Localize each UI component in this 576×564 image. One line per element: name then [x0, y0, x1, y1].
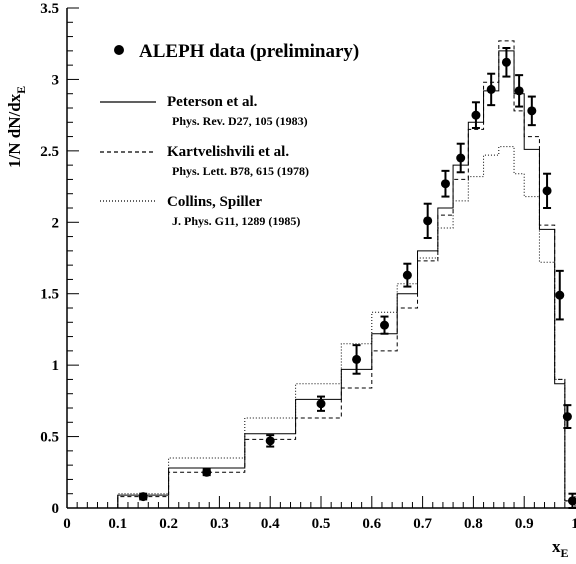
legend: ALEPH data (preliminary) Peterson et al.… [100, 41, 359, 228]
legend-citation-kartvelishvili: Phys. Lett. B78, 615 (1978) [172, 164, 309, 178]
data-point [456, 154, 465, 163]
data-point [527, 106, 536, 115]
legend-label-kartvelishvili: Kartvelishvili et al. [167, 144, 289, 160]
data-point [380, 321, 389, 330]
data-point [423, 216, 432, 225]
legend-label-peterson: Peterson et al. [167, 94, 258, 110]
y-tick-labels: 0 0.5 1 1.5 2 2.5 3 3.5 [40, 1, 59, 517]
data-point [441, 179, 450, 188]
data-point [317, 399, 326, 408]
y-axis-title-sub: E [14, 86, 28, 94]
x-tick-label: 0.6 [362, 516, 381, 532]
legend-citation-collins: J. Phys. G11, 1289 (1985) [172, 214, 300, 228]
data-point [543, 186, 552, 195]
y-tick-label: 2.5 [40, 144, 59, 160]
data-point [266, 436, 275, 445]
x-tick-label: 0.7 [413, 516, 432, 532]
legend-data-marker [114, 45, 124, 55]
data-point [352, 355, 361, 364]
y-tick-label: 3 [52, 72, 60, 88]
data-point [487, 85, 496, 94]
data-point [139, 492, 148, 501]
y-axis-title-main: 1/N dN/dx [5, 93, 24, 168]
y-tick-label: 1 [52, 358, 60, 374]
legend-data-label: ALEPH data (preliminary) [139, 41, 359, 62]
x-tick-label: 1 [571, 516, 576, 532]
y-tick-label: 0 [52, 501, 60, 517]
y-tick-label: 2 [52, 215, 60, 231]
x-tick-labels: 0 0.1 0.2 0.3 0.4 0.5 0.6 0.7 0.8 0.9 1 [63, 516, 576, 532]
data-point [403, 271, 412, 280]
y-tick-label: 0.5 [40, 430, 59, 446]
data-point [515, 86, 524, 95]
data-point [202, 468, 211, 477]
data-point [502, 58, 511, 67]
x-tick-label: 0.9 [515, 516, 534, 532]
legend-citation-peterson: Phys. Rev. D27, 105 (1983) [172, 114, 308, 128]
model-curves [118, 41, 575, 508]
legend-label-collins: Collins, Spiller [167, 194, 262, 210]
x-axis-title: xE [552, 537, 569, 560]
y-tick-label: 3.5 [40, 1, 59, 17]
x-tick-label: 0.5 [312, 516, 331, 532]
x-axis-title-sub: E [561, 546, 569, 560]
data-point [471, 111, 480, 120]
data-point [568, 496, 576, 505]
y-axis-title: 1/N dN/dxE [5, 86, 28, 168]
x-axis-title-text: xE [552, 537, 569, 560]
x-tick-label: 0.3 [210, 516, 229, 532]
y-tick-label: 1.5 [40, 287, 59, 303]
x-tick-label: 0.8 [464, 516, 483, 532]
x-tick-label: 0.1 [108, 516, 127, 532]
data-point [563, 412, 572, 421]
series-curve-1 [118, 41, 575, 508]
x-tick-label: 0.4 [261, 516, 280, 532]
y-axis-title-text: 1/N dN/dxE [5, 86, 28, 168]
data-point [555, 291, 564, 300]
x-tick-label: 0.2 [159, 516, 178, 532]
x-tick-label: 0 [63, 516, 71, 532]
